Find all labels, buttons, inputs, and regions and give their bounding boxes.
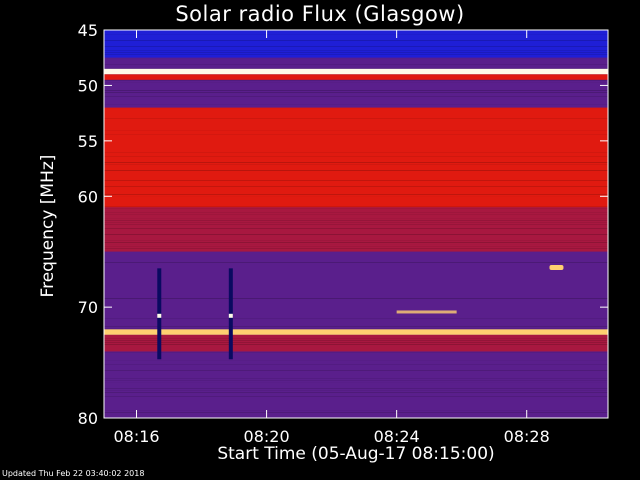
texture-line xyxy=(104,108,608,109)
texture-line xyxy=(104,328,608,329)
heatmap-band xyxy=(104,329,608,335)
texture-line xyxy=(104,214,608,215)
texture-line xyxy=(104,340,608,341)
texture-line xyxy=(104,90,608,91)
heatmap-band xyxy=(104,107,608,208)
y-tick-label: 45 xyxy=(78,21,98,40)
texture-line xyxy=(104,242,608,243)
plot-frame xyxy=(103,29,609,419)
texture-line xyxy=(104,118,608,119)
texture-line xyxy=(104,58,608,59)
chart-title: Solar radio Flux (Glasgow) xyxy=(175,2,465,26)
y-tick-label: 50 xyxy=(78,76,98,95)
texture-line xyxy=(104,64,608,65)
texture-line xyxy=(104,246,608,247)
texture-line xyxy=(104,234,608,235)
texture-line xyxy=(104,194,608,195)
texture-line xyxy=(104,46,608,47)
heatmap-band xyxy=(104,251,608,330)
texture-line xyxy=(104,40,608,41)
burst-blob xyxy=(549,265,564,271)
texture-line xyxy=(104,34,608,35)
heatmap-band xyxy=(104,30,608,58)
x-axis-label: Start Time (05-Aug-17 08:15:00) xyxy=(217,444,495,464)
texture-line xyxy=(104,364,608,365)
texture-line xyxy=(104,344,608,345)
x-tick-label: 08:20 xyxy=(244,427,290,446)
texture-line xyxy=(104,164,608,165)
texture-line xyxy=(104,298,608,299)
texture-line xyxy=(104,382,608,383)
texture-line xyxy=(104,74,608,75)
heatmap-band xyxy=(104,334,608,352)
x-tick-label: 08:16 xyxy=(113,427,159,446)
texture-line xyxy=(104,50,608,51)
y-tick-label: 60 xyxy=(78,187,98,206)
texture-line xyxy=(104,92,608,93)
x-tick-label: 08:24 xyxy=(374,427,420,446)
texture-line xyxy=(104,52,608,53)
heatmap-band xyxy=(104,79,608,108)
texture-line xyxy=(104,388,608,389)
texture-line xyxy=(104,370,608,371)
y-tick-label: 70 xyxy=(78,298,98,317)
texture-line xyxy=(104,352,608,353)
texture-line xyxy=(104,392,608,393)
texture-line xyxy=(104,396,608,397)
heatmap-band xyxy=(104,351,608,418)
texture-line xyxy=(104,68,608,69)
texture-line xyxy=(104,326,608,327)
texture-line xyxy=(104,104,608,105)
texture-line xyxy=(104,186,608,187)
x-tick-label: 08:28 xyxy=(504,427,550,446)
interference-spot xyxy=(157,313,162,318)
texture-line xyxy=(104,170,608,171)
texture-line xyxy=(104,410,608,411)
heatmap-band xyxy=(104,57,608,69)
texture-line xyxy=(104,220,608,221)
texture-line xyxy=(104,130,608,131)
texture-line xyxy=(104,206,608,207)
texture-line xyxy=(104,54,608,55)
texture-line xyxy=(104,240,608,241)
y-tick-label: 80 xyxy=(78,409,98,428)
texture-line xyxy=(104,152,608,153)
texture-line xyxy=(104,262,608,263)
texture-line xyxy=(104,342,608,343)
burst-streak xyxy=(396,310,457,314)
texture-line xyxy=(104,244,608,245)
texture-line xyxy=(104,212,608,213)
texture-line xyxy=(104,222,608,223)
texture-line xyxy=(104,224,608,225)
texture-line xyxy=(104,82,608,83)
y-tick-label: 55 xyxy=(78,132,98,151)
updated-timestamp: Updated Thu Feb 22 03:40:02 2018 xyxy=(2,469,145,478)
interference-spot xyxy=(228,313,233,318)
texture-line xyxy=(104,196,608,197)
texture-line xyxy=(104,80,608,81)
texture-line xyxy=(104,96,608,97)
texture-line xyxy=(104,134,608,135)
heatmap-band xyxy=(104,68,608,75)
heatmap-band xyxy=(104,207,608,252)
texture-line xyxy=(104,228,608,229)
texture-line xyxy=(104,378,608,379)
texture-line xyxy=(104,338,608,339)
texture-line xyxy=(104,360,608,361)
heatmap-band xyxy=(104,74,608,80)
texture-line xyxy=(104,218,608,219)
texture-line xyxy=(104,208,608,209)
texture-line xyxy=(104,180,608,181)
texture-line xyxy=(104,156,608,157)
texture-line xyxy=(104,412,608,413)
texture-line xyxy=(104,162,608,163)
texture-line xyxy=(104,390,608,391)
texture-line xyxy=(104,248,608,249)
texture-line xyxy=(104,318,608,319)
texture-line xyxy=(104,380,608,381)
